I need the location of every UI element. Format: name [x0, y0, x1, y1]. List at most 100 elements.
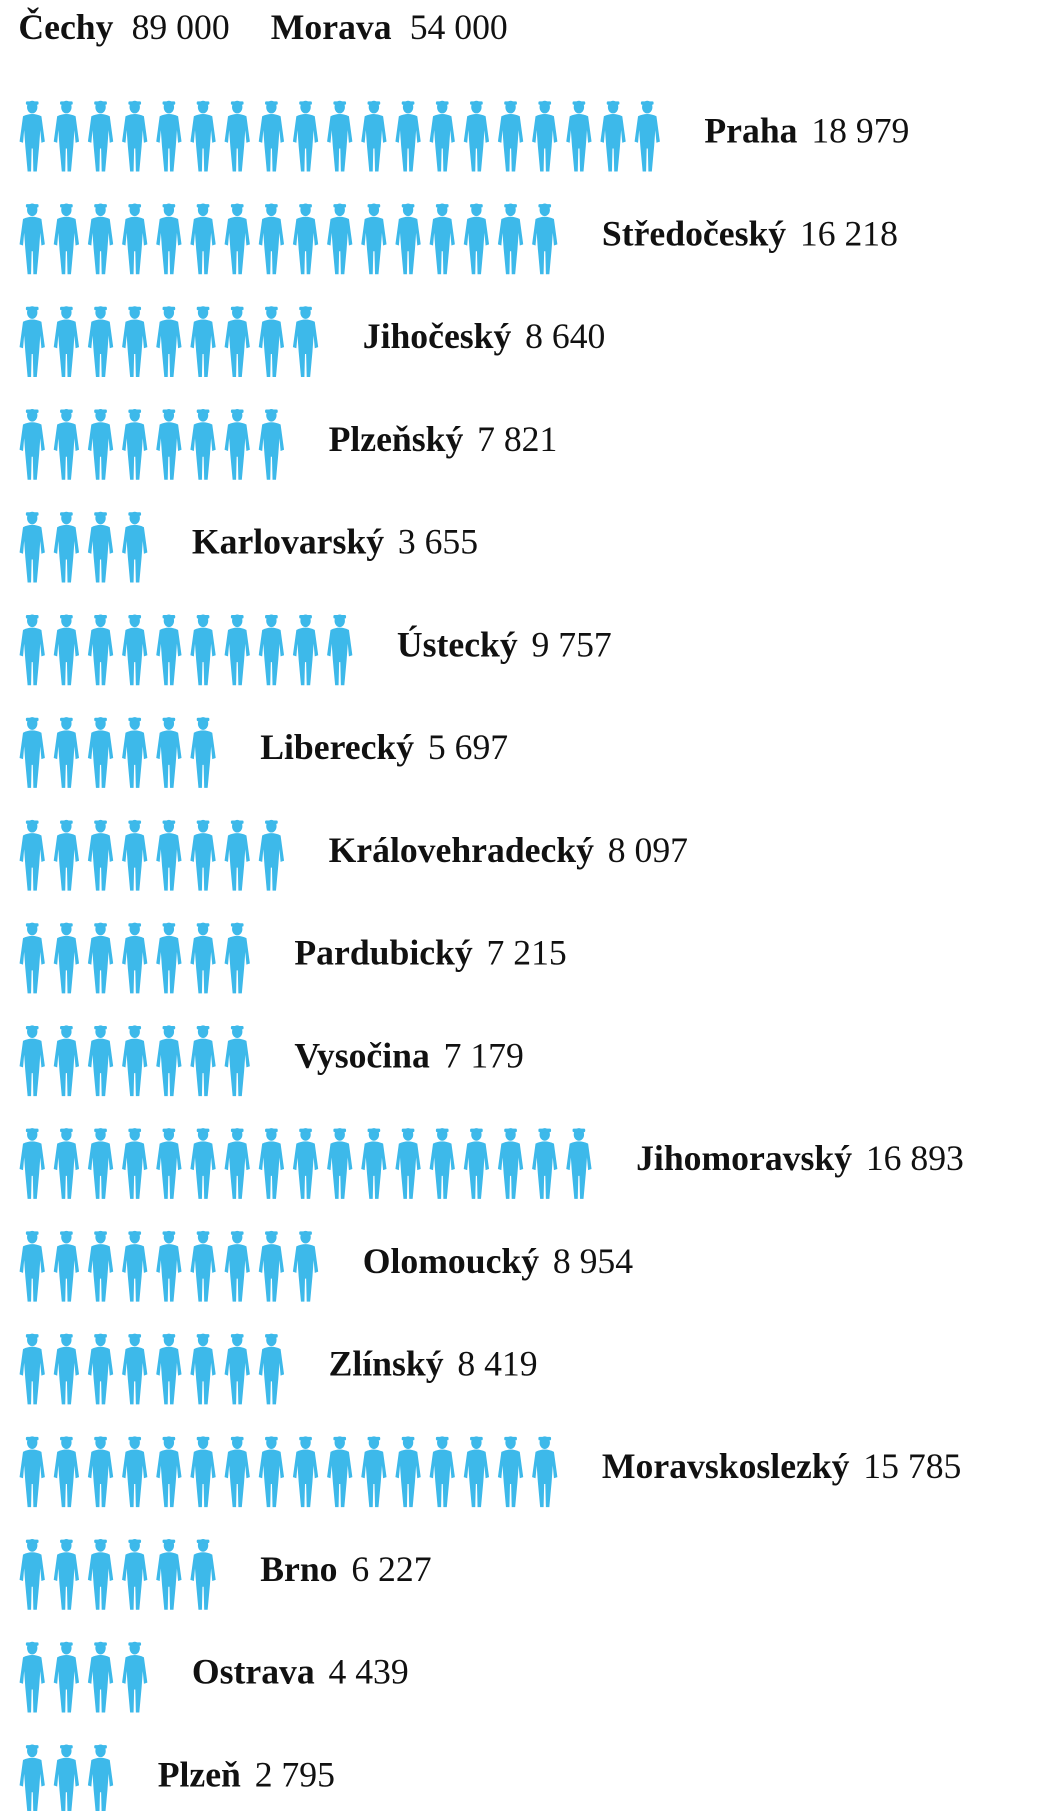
- person-icon: [88, 306, 113, 377]
- person-icon: [156, 1128, 181, 1199]
- person-icon: [190, 306, 215, 377]
- person-icon: [225, 204, 250, 275]
- person-icon: [88, 409, 113, 480]
- person-icon: [293, 1231, 318, 1302]
- person-icon: [20, 101, 45, 172]
- person-icon: [20, 1128, 45, 1199]
- person-icon: [190, 820, 215, 891]
- value-label: 4 439: [328, 1652, 408, 1692]
- person-icon: [327, 1436, 352, 1507]
- person-icon: [20, 1334, 45, 1405]
- category-name: Moravskoslezký: [602, 1446, 850, 1486]
- person-icon: [54, 512, 79, 583]
- person-icon: [259, 614, 284, 685]
- pictogram-row: [20, 101, 660, 172]
- person-icon: [88, 1025, 113, 1096]
- person-icon: [190, 409, 215, 480]
- value-label: 8 954: [553, 1241, 633, 1281]
- category-name: Olomoucký: [363, 1241, 539, 1281]
- pictogram-row: [20, 1745, 114, 1811]
- pictogram-row: [20, 1642, 148, 1713]
- row-label: Zlínský 8 419: [329, 1344, 538, 1384]
- person-icon: [20, 923, 45, 994]
- value-label: 6 227: [351, 1549, 431, 1589]
- person-icon: [259, 1231, 284, 1302]
- person-icon: [88, 1745, 113, 1811]
- value-label: 7 179: [444, 1036, 524, 1076]
- person-icon: [88, 1436, 113, 1507]
- person-icon: [430, 1436, 455, 1507]
- person-icon: [88, 923, 113, 994]
- person-icon: [20, 1745, 45, 1811]
- person-icon: [20, 1025, 45, 1096]
- totals: Čechy 89 000 Morava 54 000: [18, 7, 507, 47]
- person-icon: [225, 306, 250, 377]
- person-icon: [156, 204, 181, 275]
- person-icon: [20, 820, 45, 891]
- row-label: Pardubický 7 215: [294, 933, 566, 973]
- person-icon: [88, 820, 113, 891]
- person-icon: [54, 1642, 79, 1713]
- pictogram-row: [20, 820, 284, 891]
- person-icon: [122, 1128, 147, 1199]
- person-icon: [293, 101, 318, 172]
- person-icon: [259, 204, 284, 275]
- person-icon: [156, 101, 181, 172]
- person-icon: [361, 204, 386, 275]
- person-icon: [464, 1436, 489, 1507]
- person-icon: [156, 1231, 181, 1302]
- person-icon: [225, 923, 250, 994]
- person-icon: [361, 1128, 386, 1199]
- person-icon: [395, 1436, 420, 1507]
- category-name: Pardubický: [294, 933, 472, 973]
- person-icon: [430, 101, 455, 172]
- person-icon: [156, 1436, 181, 1507]
- person-icon: [20, 306, 45, 377]
- value-label: 8 097: [608, 830, 688, 870]
- person-icon: [600, 101, 625, 172]
- total-value: 89 000: [132, 7, 230, 47]
- person-icon: [156, 409, 181, 480]
- category-name: Jihomoravský: [636, 1138, 852, 1178]
- person-icon: [54, 204, 79, 275]
- person-icon: [54, 1745, 79, 1811]
- person-icon: [190, 1334, 215, 1405]
- person-icon: [190, 1231, 215, 1302]
- person-icon: [293, 306, 318, 377]
- person-icon: [498, 1436, 523, 1507]
- person-icon: [532, 204, 557, 275]
- value-label: 2 795: [255, 1755, 335, 1795]
- value-label: 16 893: [866, 1138, 964, 1178]
- person-icon: [225, 409, 250, 480]
- person-icon: [327, 204, 352, 275]
- person-icon: [122, 1231, 147, 1302]
- person-icon: [395, 204, 420, 275]
- category-name: Zlínský: [329, 1344, 444, 1384]
- pictogram-row: [20, 306, 319, 377]
- person-icon: [225, 1334, 250, 1405]
- person-icon: [156, 1334, 181, 1405]
- row-label: Jihomoravský 16 893: [636, 1138, 964, 1178]
- pictogram-row: [20, 1334, 284, 1405]
- pictogram-row: [20, 1128, 592, 1199]
- category-name: Královehradecký: [329, 830, 595, 870]
- person-icon: [156, 306, 181, 377]
- person-icon: [156, 1025, 181, 1096]
- person-icon: [293, 204, 318, 275]
- person-icon: [190, 614, 215, 685]
- person-icon: [54, 923, 79, 994]
- person-icon: [122, 717, 147, 788]
- value-label: 7 215: [487, 933, 567, 973]
- person-icon: [635, 101, 660, 172]
- person-icon: [259, 1128, 284, 1199]
- person-icon: [54, 1025, 79, 1096]
- value-label: 8 419: [457, 1344, 537, 1384]
- chart: Čechy 89 000 Morava 54 000 Praha18 979St…: [0, 0, 1040, 1811]
- person-icon: [327, 1128, 352, 1199]
- person-icon: [225, 614, 250, 685]
- value-label: 3 655: [398, 522, 478, 562]
